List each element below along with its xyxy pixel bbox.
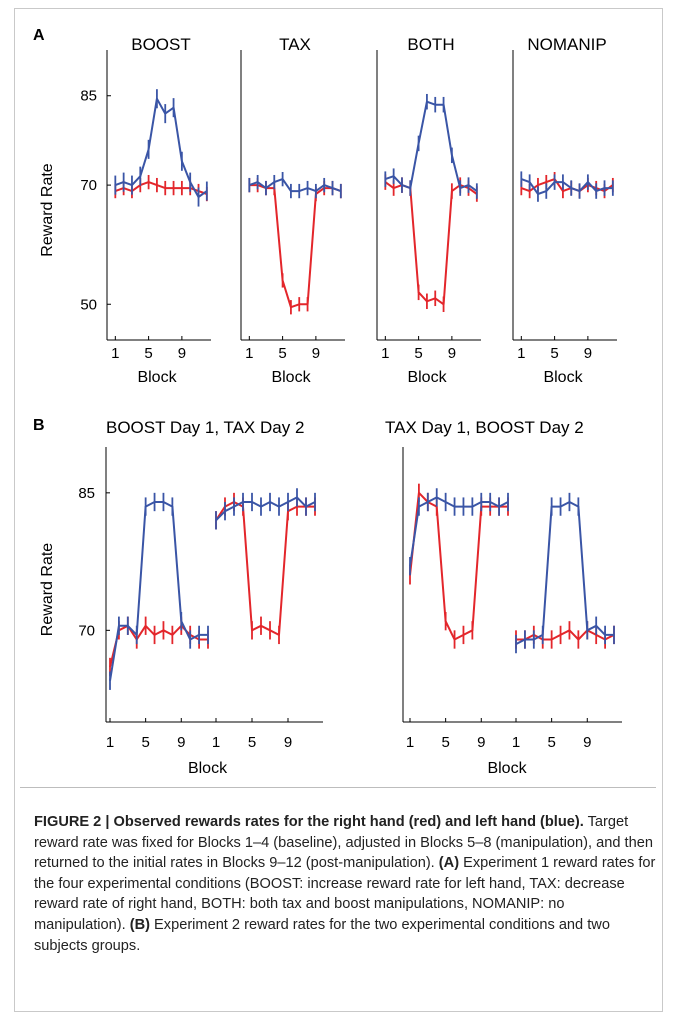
caption-separator bbox=[20, 787, 656, 788]
series-line-b2-left-hand-day1 bbox=[409, 496, 509, 567]
series-line-a3-left-hand bbox=[384, 100, 478, 192]
caption-intro: Target reward rate was fixed for Blocks … bbox=[34, 814, 653, 872]
x-tick-label-b2: 9 bbox=[477, 734, 485, 751]
x-tick-label-a4: 5 bbox=[550, 345, 558, 362]
x-tick-label-b2: 5 bbox=[547, 734, 555, 751]
y-axis-label-b1: Reward Rate bbox=[39, 543, 56, 636]
x-tick-label-b2: 1 bbox=[406, 734, 414, 751]
x-tick-label-a4: 1 bbox=[517, 345, 525, 362]
x-tick-label-a1: 9 bbox=[178, 345, 186, 362]
series-line-b2-right-hand-day2 bbox=[516, 629, 615, 641]
y-tick-label-b1: 70 bbox=[78, 622, 95, 639]
x-axis-label-b1: Block bbox=[188, 760, 228, 777]
series-line-b1-right-hand-day2 bbox=[215, 501, 315, 636]
y-tick-label-a1: 85 bbox=[80, 88, 97, 105]
panel-label-b: B bbox=[33, 417, 45, 434]
x-tick-label-b2: 9 bbox=[583, 734, 591, 751]
y-tick-label-a1: 70 bbox=[80, 177, 97, 194]
series-line-a3-right-hand bbox=[384, 181, 478, 306]
x-tick-label-b1: 5 bbox=[248, 734, 256, 751]
figure-frame bbox=[14, 8, 663, 1012]
panel-label-a: A bbox=[33, 27, 45, 44]
chart-title-a3: BOTH bbox=[407, 35, 454, 54]
series-line-a2-right-hand bbox=[249, 184, 342, 309]
x-tick-label-b2: 1 bbox=[512, 734, 520, 751]
series-line-b1-left-hand-day1 bbox=[109, 501, 208, 681]
x-tick-label-b1: 1 bbox=[212, 734, 220, 751]
chart-title-b2: TAX Day 1, BOOST Day 2 bbox=[385, 418, 584, 437]
x-tick-label-a3: 5 bbox=[414, 345, 422, 362]
y-axis-label-a1: Reward Rate bbox=[39, 163, 56, 256]
caption-title: FIGURE 2 | Observed rewards rates for th… bbox=[34, 814, 584, 830]
x-tick-label-b1: 5 bbox=[141, 734, 149, 751]
series-line-a2-left-hand bbox=[248, 178, 342, 193]
chart-title-b1: BOOST Day 1, TAX Day 2 bbox=[106, 418, 304, 437]
series-line-a1-right-hand bbox=[114, 181, 208, 195]
x-tick-label-a2: 5 bbox=[278, 345, 286, 362]
caption-b-text: Experiment 2 reward rates for the two ex… bbox=[34, 916, 610, 954]
caption-a-text: Experiment 1 reward rates for the four e… bbox=[34, 855, 656, 933]
series-line-b1-right-hand-day1 bbox=[109, 624, 208, 668]
series-line-b2-right-hand-day1 bbox=[409, 491, 508, 641]
x-axis-label-b2: Block bbox=[487, 760, 527, 777]
series-line-b1-left-hand-day2 bbox=[215, 496, 316, 522]
x-tick-label-a3: 9 bbox=[448, 345, 456, 362]
chart-title-a4: NOMANIP bbox=[527, 35, 606, 54]
chart-title-a2: TAX bbox=[279, 35, 311, 54]
chart-title-a1: BOOST bbox=[131, 35, 191, 54]
x-tick-label-a2: 1 bbox=[245, 345, 253, 362]
y-tick-label-a1: 50 bbox=[80, 296, 97, 313]
figure-caption: FIGURE 2 | Observed rewards rates for th… bbox=[34, 812, 656, 956]
x-axis-label-a2: Block bbox=[271, 369, 311, 386]
x-tick-label-a1: 5 bbox=[144, 345, 152, 362]
x-axis-label-a1: Block bbox=[137, 369, 177, 386]
x-tick-label-a3: 1 bbox=[381, 345, 389, 362]
x-axis-label-a4: Block bbox=[543, 369, 583, 386]
figure-chart: A B BOOST 1 5 9 50 70 85 Block Reward Rate TAX 1 5 9… bbox=[33, 27, 622, 777]
y-tick-label-b1: 85 bbox=[78, 485, 95, 502]
series-line-b2-left-hand-day2 bbox=[515, 501, 614, 645]
x-tick-label-a1: 1 bbox=[111, 345, 119, 362]
series-line-a1-left-hand bbox=[114, 97, 208, 198]
caption-b-tag: (B) bbox=[129, 916, 150, 933]
x-tick-label-b1: 9 bbox=[177, 734, 185, 751]
series-line-a4-left-hand bbox=[520, 178, 613, 195]
x-tick-label-a4: 9 bbox=[584, 345, 592, 362]
caption-a-tag: (A) bbox=[438, 855, 460, 872]
x-tick-label-a2: 9 bbox=[312, 345, 320, 362]
x-tick-label-b2: 5 bbox=[441, 734, 449, 751]
x-tick-label-b1: 1 bbox=[106, 734, 114, 751]
x-tick-label-b1: 9 bbox=[284, 734, 292, 751]
series-line-a4-right-hand bbox=[520, 178, 614, 193]
x-axis-label-a3: Block bbox=[407, 369, 447, 386]
